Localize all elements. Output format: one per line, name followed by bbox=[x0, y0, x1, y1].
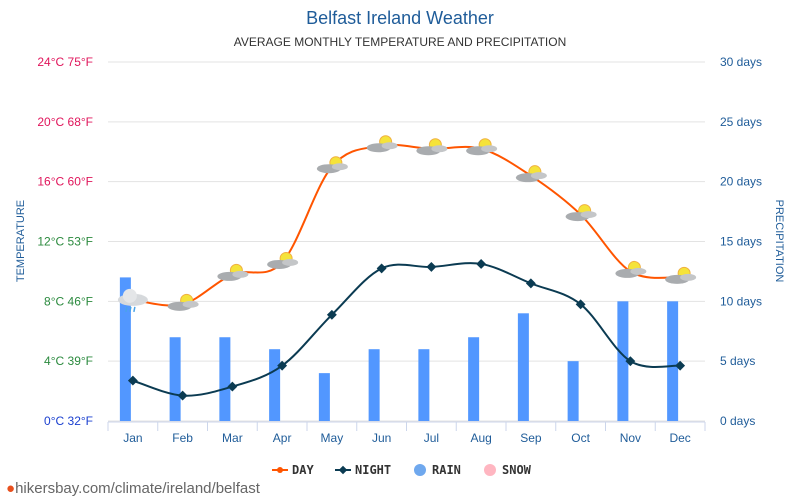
x-tick-label: Aug bbox=[470, 431, 491, 445]
line-day bbox=[132, 143, 681, 307]
partly-cloudy-icon bbox=[167, 293, 199, 311]
partly-cloudy-icon bbox=[515, 165, 547, 183]
footer[interactable]: ●hikersbay.com/climate/ireland/belfast bbox=[6, 480, 260, 497]
legend-rain[interactable]: RAIN bbox=[432, 463, 461, 477]
rain-cloud-icon bbox=[117, 288, 148, 312]
x-tick-label: Jun bbox=[372, 431, 391, 445]
night-marker bbox=[277, 360, 288, 371]
left-tick-label: 16°C 60°F bbox=[37, 175, 93, 189]
night-marker bbox=[476, 258, 487, 269]
bar-rain bbox=[169, 337, 181, 421]
night-marker bbox=[675, 360, 686, 371]
chart-subtitle: AVERAGE MONTHLY TEMPERATURE AND PRECIPIT… bbox=[233, 35, 567, 49]
partly-cloudy-icon bbox=[565, 204, 597, 222]
cloud bbox=[282, 258, 299, 266]
night-marker bbox=[227, 381, 238, 392]
left-tick-label: 24°C 75°F bbox=[37, 55, 93, 69]
legend-night-symbol bbox=[338, 465, 348, 475]
line-night bbox=[132, 262, 681, 397]
partly-cloudy-icon bbox=[366, 135, 398, 153]
legend-day[interactable]: DAY bbox=[292, 463, 314, 477]
raindrop bbox=[125, 306, 128, 312]
left-tick-label: 20°C 68°F bbox=[37, 115, 93, 129]
bar-rain bbox=[219, 337, 231, 421]
bar-rain bbox=[318, 373, 330, 421]
cloud bbox=[122, 288, 137, 303]
legend-night[interactable]: NIGHT bbox=[355, 463, 391, 477]
night-marker bbox=[575, 299, 586, 310]
partly-cloudy-icon bbox=[267, 251, 299, 269]
right-tick-label: 20 days bbox=[720, 175, 762, 189]
footer-link[interactable]: hikersbay.com/climate/ireland/belfast bbox=[15, 480, 260, 497]
partly-cloudy-icon bbox=[665, 266, 697, 284]
legend-day-symbol bbox=[277, 467, 283, 473]
right-tick-label: 5 days bbox=[720, 354, 755, 368]
night-marker bbox=[426, 261, 437, 272]
x-tick-label: Feb bbox=[172, 431, 193, 445]
partly-cloudy-icon bbox=[217, 263, 249, 281]
partly-cloudy-icon bbox=[615, 260, 647, 278]
left-tick-label: 8°C 46°F bbox=[44, 294, 93, 308]
x-tick-label: May bbox=[321, 431, 344, 445]
right-tick-label: 0 days bbox=[720, 414, 755, 428]
partly-cloudy-icon bbox=[316, 156, 348, 174]
x-tick-label: Sep bbox=[520, 431, 542, 445]
partly-cloudy-icon bbox=[416, 138, 448, 156]
x-tick-label: Jan bbox=[123, 431, 142, 445]
left-axis-label: TEMPERATURE bbox=[15, 200, 27, 282]
x-tick-label: Apr bbox=[273, 431, 292, 445]
night-marker bbox=[625, 356, 636, 367]
raindrop bbox=[129, 306, 132, 312]
right-axis-label: PRECIPITATION bbox=[773, 200, 785, 283]
legend-snow[interactable]: SNOW bbox=[502, 463, 532, 477]
left-tick-label: 0°C 32°F bbox=[44, 414, 93, 428]
x-tick-label: Mar bbox=[222, 431, 243, 445]
x-tick-label: Nov bbox=[620, 431, 641, 445]
cloud bbox=[182, 300, 199, 308]
legend-rain-symbol bbox=[414, 464, 426, 476]
bar-rain bbox=[517, 313, 529, 421]
cloud bbox=[530, 172, 547, 180]
x-tick-label: Oct bbox=[571, 431, 590, 445]
chart-title: Belfast Ireland Weather bbox=[306, 8, 494, 28]
cloud bbox=[232, 270, 249, 278]
bar-rain bbox=[468, 337, 480, 421]
right-tick-label: 10 days bbox=[720, 294, 762, 308]
cloud bbox=[431, 145, 448, 153]
cloud bbox=[680, 273, 697, 281]
map-pin-icon: ● bbox=[6, 480, 16, 497]
partly-cloudy-icon bbox=[466, 138, 498, 156]
x-tick-label: Dec bbox=[669, 431, 690, 445]
night-marker bbox=[127, 375, 138, 386]
cloud bbox=[481, 145, 498, 153]
night-marker bbox=[525, 278, 536, 289]
right-tick-label: 30 days bbox=[720, 55, 762, 69]
raindrop bbox=[133, 306, 136, 312]
bar-rain bbox=[667, 301, 679, 421]
bar-rain bbox=[368, 349, 380, 421]
bar-rain bbox=[119, 277, 131, 421]
night-marker bbox=[376, 263, 387, 274]
left-tick-label: 12°C 53°F bbox=[37, 235, 93, 249]
night-marker bbox=[326, 309, 337, 320]
night-marker bbox=[177, 390, 188, 401]
cloud bbox=[381, 142, 398, 150]
bar-rain bbox=[567, 361, 579, 421]
bar-rain bbox=[418, 349, 430, 421]
cloud bbox=[630, 267, 647, 275]
right-tick-label: 15 days bbox=[720, 235, 762, 249]
legend-snow-symbol bbox=[484, 464, 496, 476]
cloud bbox=[331, 163, 348, 171]
bar-rain bbox=[617, 301, 629, 421]
right-tick-label: 25 days bbox=[720, 115, 762, 129]
x-tick-label: Jul bbox=[424, 431, 439, 445]
bar-rain bbox=[269, 349, 281, 421]
cloud bbox=[580, 211, 597, 219]
left-tick-label: 4°C 39°F bbox=[44, 354, 93, 368]
